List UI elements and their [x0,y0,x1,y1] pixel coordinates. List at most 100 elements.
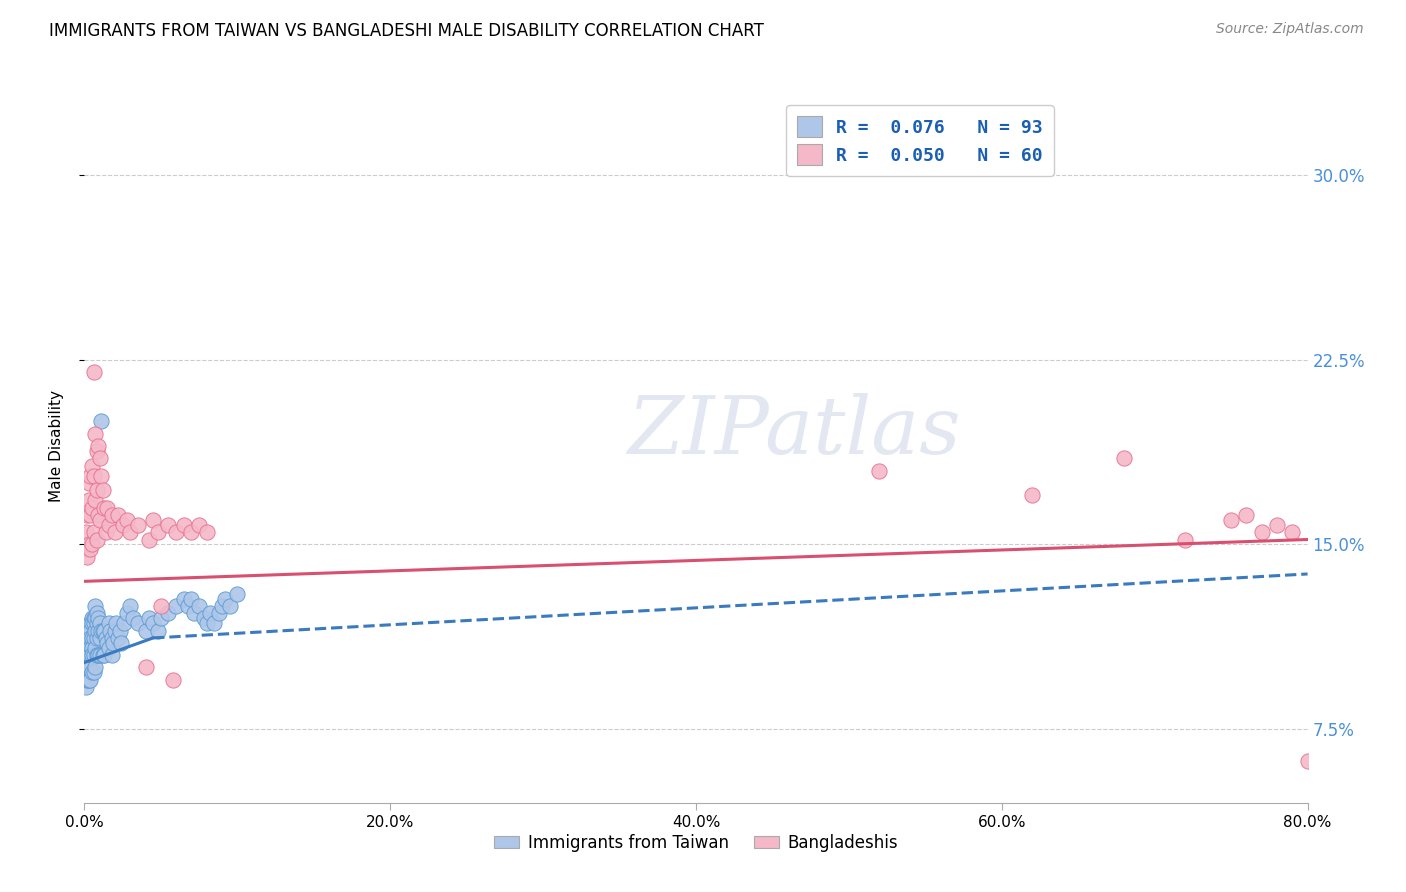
Point [1265,517,1288,532]
Point [80,611,103,625]
Point [157,607,180,621]
Point [173,517,195,532]
Point [104,624,127,638]
Point [90,414,112,428]
Legend: Immigrants from Taiwan, Bangladeshis: Immigrants from Taiwan, Bangladeshis [488,828,904,859]
Point [869,464,891,478]
Point [76,648,98,662]
Point [75,673,97,687]
Point [79,660,101,674]
Point [135,624,157,638]
Point [165,525,187,540]
Point [103,636,125,650]
Point [1021,488,1043,502]
Point [97,616,120,631]
Point [108,624,131,638]
Point [96,636,118,650]
Point [107,631,129,645]
Point [104,525,127,540]
Point [111,517,134,532]
Point [79,508,101,522]
Point [87,648,110,662]
Point [75,665,97,680]
Point [89,451,111,466]
Point [84,493,107,508]
Point [122,611,145,625]
Point [84,599,107,613]
Point [87,624,110,638]
Text: Source: ZipAtlas.com: Source: ZipAtlas.com [1216,22,1364,37]
Point [97,517,120,532]
Point [86,483,108,498]
Point [91,624,114,638]
Point [79,631,101,645]
Point [76,665,98,680]
Point [180,525,202,540]
Point [157,517,180,532]
Point [1220,513,1243,527]
Point [211,599,233,613]
Point [208,607,231,621]
Text: ZIPatlas: ZIPatlas [627,393,960,470]
Point [127,616,149,631]
Point [96,500,118,515]
Point [91,483,114,498]
Point [218,599,240,613]
Point [80,640,103,655]
Point [84,624,107,638]
Point [87,508,110,522]
Point [76,549,98,564]
Point [214,591,236,606]
Point [86,607,108,621]
Point [90,468,112,483]
Point [86,616,108,631]
Point [127,517,149,532]
Point [80,458,103,473]
Point [86,648,108,662]
Point [86,533,108,547]
Point [177,599,200,613]
Point [77,648,100,662]
Point [90,624,112,638]
Point [77,631,100,645]
Point [77,493,100,508]
Point [86,444,108,458]
Point [83,525,105,540]
Point [1114,451,1136,466]
Point [80,631,103,645]
Point [89,631,111,645]
Point [79,624,101,638]
Point [84,660,107,674]
Point [79,542,101,557]
Point [76,656,98,670]
Point [91,648,114,662]
Point [183,607,205,621]
Point [198,607,221,621]
Point [77,660,100,674]
Point [93,648,115,662]
Point [107,508,129,522]
Point [98,624,121,638]
Point [120,525,142,540]
Point [76,673,98,687]
Point [83,665,105,680]
Point [84,426,107,441]
Point [146,525,169,540]
Point [89,648,111,662]
Point [94,631,117,645]
Point [180,591,202,606]
Point [80,500,103,515]
Point [77,537,100,551]
Point [87,439,110,453]
Point [149,599,172,613]
Point [77,475,100,490]
Point [83,631,105,645]
Point [188,599,211,613]
Point [135,660,157,674]
Point [83,611,105,625]
Point [83,616,105,631]
Point [77,673,100,687]
Point [76,508,98,522]
Point [76,640,98,655]
Point [138,533,160,547]
